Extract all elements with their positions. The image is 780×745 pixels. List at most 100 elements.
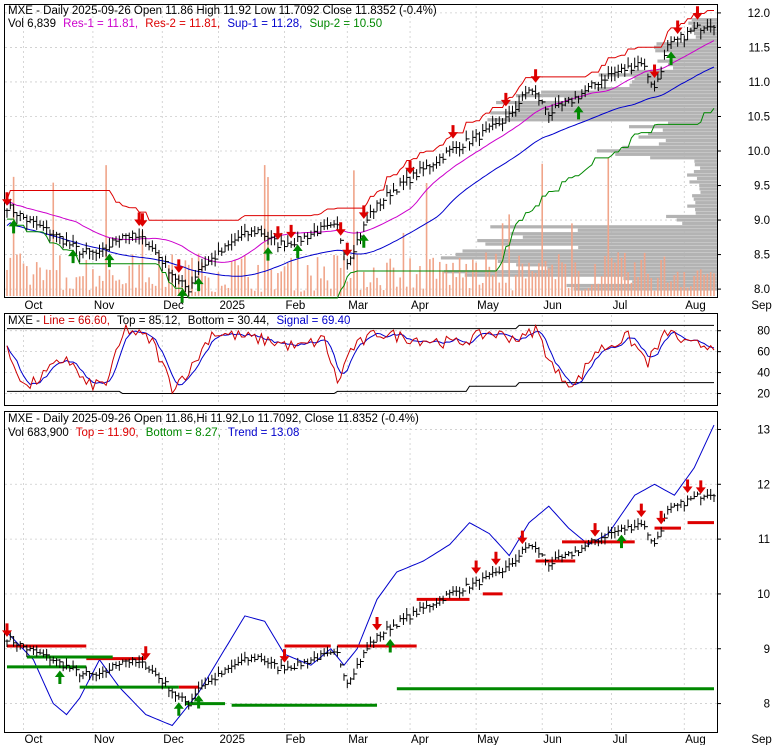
- volume-bar: [448, 284, 451, 296]
- volume-profile-bar: [692, 194, 717, 198]
- volume-bar: [194, 291, 197, 296]
- volume-bar: [683, 272, 686, 296]
- volume-bar: [657, 277, 659, 296]
- volume-bar: [534, 272, 537, 296]
- buy-arrow: [292, 244, 303, 259]
- volume-bar: [405, 286, 408, 296]
- y-tick-label: 20: [757, 389, 770, 401]
- volume-profile-bar: [596, 149, 717, 153]
- y-tick-label: 60: [757, 347, 770, 359]
- volume-profile-bar: [629, 69, 717, 74]
- buy-arrow: [262, 247, 273, 261]
- price-signals: [2, 6, 703, 303]
- volume-bar: [303, 290, 306, 296]
- sell-arrow: [279, 649, 290, 663]
- x-tick-label: 2025: [219, 734, 245, 745]
- volume-bar: [336, 255, 339, 296]
- volume-profile-bar: [689, 180, 717, 184]
- x-tick-label: Sep: [751, 300, 771, 312]
- volume-bar: [538, 263, 540, 296]
- volume-bar: [369, 282, 372, 296]
- volume-bar: [491, 275, 494, 296]
- volume-bar: [432, 257, 434, 296]
- volume-profile-bar: [638, 135, 717, 139]
- volume-profile-bar: [693, 169, 717, 174]
- volume-bar: [310, 275, 312, 296]
- buy-arrow: [104, 253, 115, 268]
- volume-bar: [75, 277, 78, 296]
- volume-bar: [333, 254, 335, 296]
- volume-bar: [462, 277, 464, 296]
- trend-legend-bottom: Bottom = 8.27,: [146, 427, 221, 439]
- y-tick-label: 40: [757, 368, 770, 380]
- price-panel-title: MXE - Daily 2025-09-26 Open 11.86 High 1…: [8, 5, 437, 17]
- volume-bar: [630, 282, 633, 296]
- volume-bar: [706, 273, 709, 296]
- volume-bar: [713, 273, 715, 296]
- volume-bar: [620, 257, 623, 296]
- volume-bar: [419, 266, 421, 296]
- stoch-bottom: Bottom = 30.44,: [188, 315, 270, 327]
- volume-bar: [125, 283, 127, 296]
- volume-profile-bar: [694, 163, 717, 167]
- legend-res2: Res-2 = 11.81,: [145, 18, 220, 30]
- sell-arrow: [372, 616, 383, 631]
- buy-arrow: [54, 670, 65, 684]
- volume-bar: [326, 280, 329, 296]
- sell-arrow: [272, 226, 283, 240]
- volume-bar: [445, 263, 448, 296]
- volume-bar: [346, 281, 349, 296]
- stochastic-bottom-line: [7, 382, 714, 394]
- volume-bar: [280, 271, 283, 296]
- volume-profile-bar: [672, 52, 717, 56]
- volume-bar: [78, 276, 81, 296]
- legend-sup2: Sup-2 = 10.50: [310, 18, 383, 30]
- volume-bar: [154, 285, 157, 296]
- y-tick-label: 9.0: [754, 215, 770, 227]
- volume-bar: [518, 255, 520, 296]
- volume-profile-bar: [515, 94, 717, 98]
- volume-profile-bar: [696, 176, 717, 181]
- support-1-line: [6, 66, 715, 277]
- resistance-2-line: [6, 10, 714, 221]
- volume-bar: [184, 260, 187, 296]
- stochastic-lines: [6, 323, 715, 395]
- price-bars: [5, 18, 716, 297]
- volume-profile-bar: [510, 232, 717, 236]
- volume-bar: [207, 277, 210, 296]
- volume-profile-bar: [462, 249, 717, 253]
- volume-bar: [485, 252, 487, 296]
- volume-profile-bar: [522, 235, 717, 239]
- volume-bar: [521, 263, 524, 296]
- volume-profile-bar: [695, 211, 717, 215]
- y-tick-label: 9.5: [754, 181, 770, 193]
- sell-arrow: [682, 479, 693, 493]
- volume-profile: [440, 18, 717, 291]
- volume-bar: [614, 262, 616, 296]
- volume-bar: [214, 291, 216, 296]
- volume-bar: [19, 253, 22, 296]
- volume-bar: [260, 291, 263, 296]
- volume-bar: [9, 257, 12, 296]
- volume-profile-bar: [464, 273, 717, 277]
- volume-bar: [98, 275, 101, 296]
- x-tick-label: Oct: [25, 734, 44, 745]
- volume-profile-bar: [477, 239, 717, 243]
- sell-arrow: [636, 503, 647, 518]
- stochastic-grid: [5, 315, 717, 404]
- volume-bar: [495, 253, 497, 296]
- volume-bar: [316, 257, 319, 296]
- volume-profile-bar: [444, 270, 717, 274]
- volume-bar: [604, 256, 606, 296]
- sell-arrow: [448, 125, 459, 139]
- y-tick-label: 80: [757, 326, 770, 338]
- volume-bar: [548, 268, 550, 296]
- volume-bar: [637, 277, 639, 296]
- volume-bar: [174, 286, 177, 296]
- volume-profile-bar: [672, 56, 717, 60]
- volume-profile-bar: [687, 204, 717, 208]
- buy-arrow: [177, 289, 188, 303]
- volume-bar: [574, 262, 577, 296]
- volume-bar: [277, 273, 279, 296]
